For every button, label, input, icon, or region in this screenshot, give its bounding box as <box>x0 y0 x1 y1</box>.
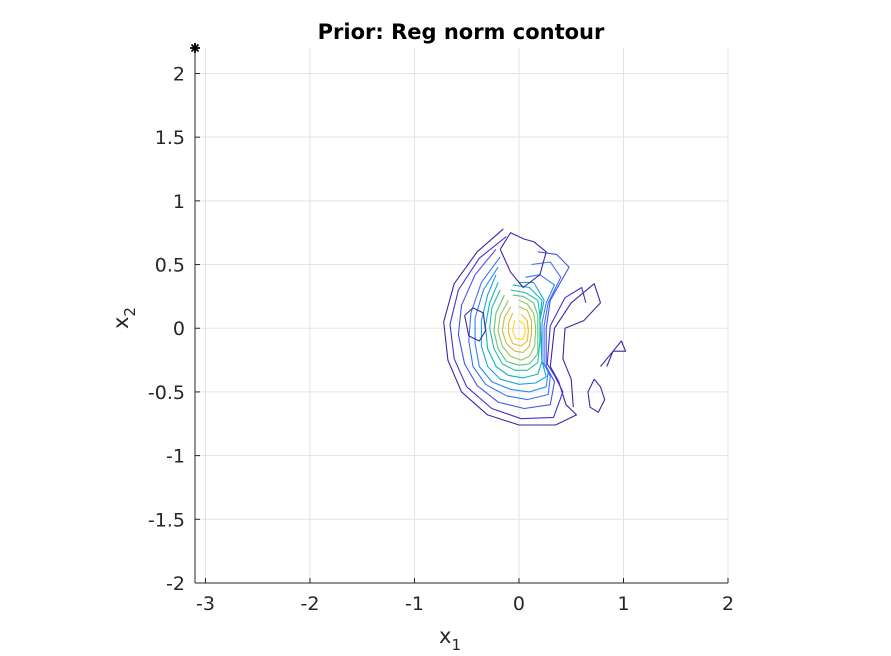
x-axis-label-main: x <box>439 624 451 648</box>
y-tick-label: 1 <box>173 191 185 213</box>
contour-line <box>499 232 547 289</box>
contour-line <box>587 378 606 413</box>
contour-line <box>501 306 533 353</box>
contour-line <box>493 294 539 366</box>
x-tick-label: -2 <box>300 593 319 615</box>
x-tick-label: 2 <box>722 593 734 615</box>
y-tick-label: 0 <box>173 318 185 340</box>
contour-line <box>512 320 526 341</box>
contour-line <box>474 266 556 393</box>
contour-line <box>489 289 541 371</box>
contour-line <box>449 236 587 420</box>
y-axis-label-main: x <box>109 317 133 329</box>
contour-line <box>457 248 570 410</box>
x-tick-label: -3 <box>196 593 215 615</box>
contour-line <box>497 299 537 361</box>
contour-line <box>507 312 529 347</box>
y-tick-label: 1.5 <box>155 127 185 149</box>
chart-title: Prior: Reg norm contour <box>318 20 605 44</box>
contour-line <box>480 274 547 385</box>
x-axis-label: x1 <box>439 624 461 654</box>
x-axis-label-subscript: 1 <box>451 636 461 654</box>
x-tick-label: 0 <box>513 593 525 615</box>
y-tick-label: -0.5 <box>148 382 185 404</box>
x-tick-label: -1 <box>405 593 424 615</box>
plot-area: -3 -2 -1 0 1 2 -2 -1.5 -1 -0.5 0 0.5 1 1.5 2 <box>148 43 734 615</box>
y-axis-label: x2 <box>109 307 139 329</box>
contour-line <box>484 282 543 379</box>
x-tick-label: 1 <box>617 593 629 615</box>
contour-line <box>464 307 487 342</box>
contour-line <box>600 340 627 367</box>
y-tick-label: 2 <box>173 63 185 85</box>
y-tick-label: -2 <box>166 573 185 595</box>
y-tick-label: 0.5 <box>155 255 185 277</box>
contour-line <box>468 256 562 401</box>
y-tick-label: -1 <box>166 446 185 468</box>
y-tick-label: -1.5 <box>148 509 185 531</box>
y-axis-label-subscript: 2 <box>121 307 139 317</box>
asterisk-marker-stroke <box>190 43 200 53</box>
